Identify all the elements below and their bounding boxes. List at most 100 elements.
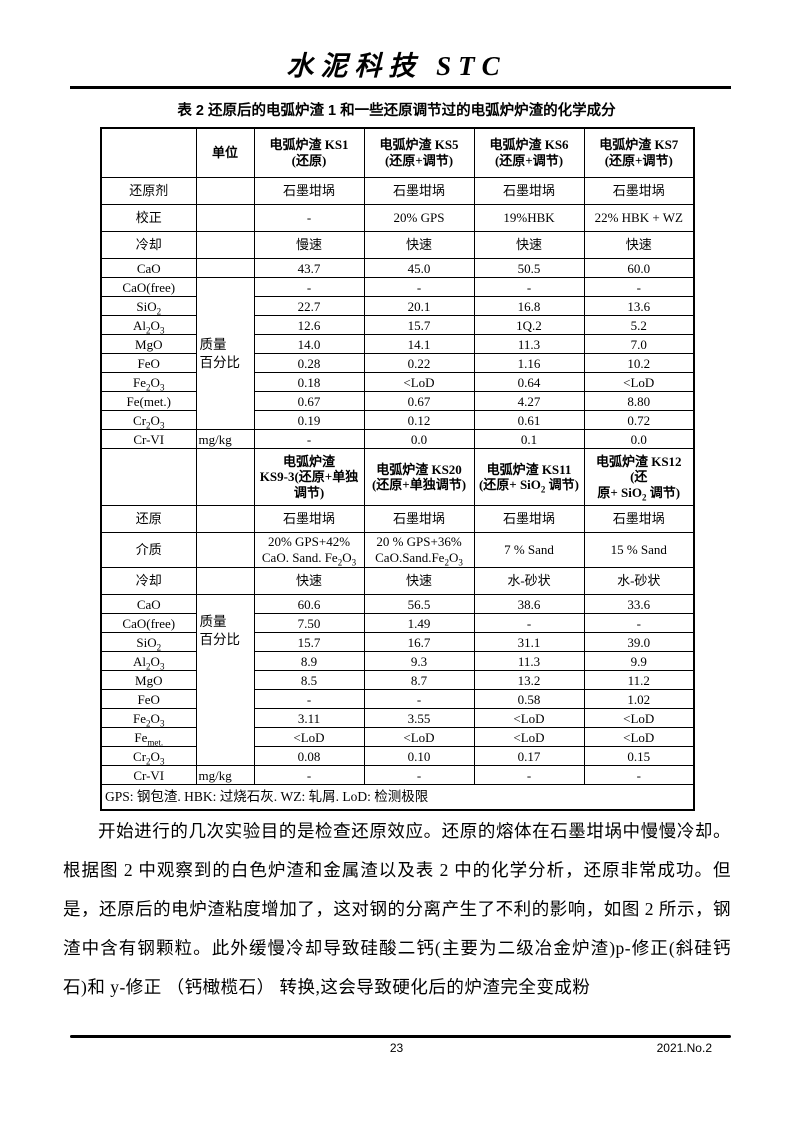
empty-header-cell <box>100 127 197 178</box>
value-cell: 0.67 <box>363 391 475 411</box>
row-label: 冷却 <box>100 231 197 259</box>
value-cell: 石墨坩埚 <box>363 177 475 205</box>
value-cell: 60.0 <box>583 258 695 278</box>
value-cell: <LoD <box>473 727 585 747</box>
row-label: Cr2O3 <box>100 410 197 430</box>
column-header: 电弧炉渣 KS9-3(还原+单独 调节) <box>253 448 365 506</box>
value-cell: 14.1 <box>363 334 475 354</box>
issue-number: 2021.No.2 <box>656 1041 712 1055</box>
row-label: SiO2 <box>100 632 197 652</box>
row-label: CaO <box>100 594 197 614</box>
value-cell: 快速 <box>253 567 365 595</box>
value-cell: 7.50 <box>253 613 365 633</box>
value-cell: 0.0 <box>363 429 475 449</box>
value-cell: 1Q.2 <box>473 315 585 335</box>
value-cell: 快速 <box>473 231 585 259</box>
empty-unit-cell <box>195 258 255 278</box>
value-cell: 0.17 <box>473 746 585 766</box>
row-label: Cr-VI <box>100 429 197 449</box>
row-label: FeO <box>100 353 197 373</box>
row-label: CaO(free) <box>100 613 197 633</box>
row-label: 校正 <box>100 204 197 232</box>
value-cell: 38.6 <box>473 594 585 614</box>
value-cell: 0.58 <box>473 689 585 709</box>
value-cell: 水-砂状 <box>473 567 585 595</box>
value-cell: <LoD <box>583 372 695 392</box>
empty-unit-cell <box>195 177 255 205</box>
column-header: 电弧炉渣 KS1 (还原) <box>253 127 365 178</box>
value-cell: 石墨坩埚 <box>253 505 365 533</box>
value-cell: 20 % GPS+36% CaO.Sand.Fe2O3 <box>363 532 475 568</box>
value-cell: 11.3 <box>473 651 585 671</box>
empty-unit-cell <box>195 532 255 568</box>
row-label: 还原 <box>100 505 197 533</box>
value-cell: 15.7 <box>253 632 365 652</box>
column-header: 电弧炉渣 KS6 (还原+调节) <box>473 127 585 178</box>
value-cell: 快速 <box>363 567 475 595</box>
empty-unit-cell <box>195 505 255 533</box>
row-label: Cr-VI <box>100 765 197 785</box>
row-label: Al2O3 <box>100 315 197 335</box>
value-cell: <LoD <box>363 727 475 747</box>
row-label: CaO <box>100 258 197 278</box>
value-cell: - <box>583 765 695 785</box>
unit-cell: mg/kg <box>195 765 255 785</box>
value-cell: 8.80 <box>583 391 695 411</box>
value-cell: - <box>583 277 695 297</box>
value-cell: 0.10 <box>363 746 475 766</box>
value-cell: 16.7 <box>363 632 475 652</box>
value-cell: 11.2 <box>583 670 695 690</box>
value-cell: <LoD <box>583 727 695 747</box>
value-cell: 石墨坩埚 <box>473 505 585 533</box>
journal-title: 水泥科技 STC <box>286 51 507 81</box>
value-cell: 13.6 <box>583 296 695 316</box>
header-rule <box>70 86 731 89</box>
value-cell: 0.1 <box>473 429 585 449</box>
value-cell: - <box>473 765 585 785</box>
value-cell: 0.22 <box>363 353 475 373</box>
column-header: 单位 <box>195 127 255 178</box>
value-cell: 0.0 <box>583 429 695 449</box>
empty-header-cell <box>100 448 197 506</box>
value-cell: 快速 <box>583 231 695 259</box>
value-cell: 10.2 <box>583 353 695 373</box>
value-cell: 14.0 <box>253 334 365 354</box>
value-cell: 60.6 <box>253 594 365 614</box>
value-cell: 12.6 <box>253 315 365 335</box>
value-cell: 9.9 <box>583 651 695 671</box>
value-cell: 19%HBK <box>473 204 585 232</box>
column-header: 电弧炉渣 KS11 (还原+ SiO2 调节) <box>473 448 585 506</box>
value-cell: 16.8 <box>473 296 585 316</box>
value-cell: 慢速 <box>253 231 365 259</box>
value-cell: 15.7 <box>363 315 475 335</box>
value-cell: - <box>253 277 365 297</box>
value-cell: 9.3 <box>363 651 475 671</box>
value-cell: - <box>253 689 365 709</box>
value-cell: 0.19 <box>253 410 365 430</box>
unit-cell: 质量 百分比 <box>195 594 255 766</box>
value-cell: 11.3 <box>473 334 585 354</box>
empty-header-cell <box>195 448 255 506</box>
value-cell: 50.5 <box>473 258 585 278</box>
value-cell: 石墨坩埚 <box>583 177 695 205</box>
value-cell: 0.64 <box>473 372 585 392</box>
value-cell: <LoD <box>253 727 365 747</box>
value-cell: 8.5 <box>253 670 365 690</box>
value-cell: 20.1 <box>363 296 475 316</box>
value-cell: 快速 <box>363 231 475 259</box>
value-cell: - <box>473 277 585 297</box>
row-label: 介质 <box>100 532 197 568</box>
value-cell: <LoD <box>583 708 695 728</box>
unit-cell: 质量 百分比 <box>195 277 255 430</box>
value-cell: 0.28 <box>253 353 365 373</box>
value-cell: 22% HBK + WZ <box>583 204 695 232</box>
value-cell: 0.12 <box>363 410 475 430</box>
value-cell: 3.55 <box>363 708 475 728</box>
value-cell: 33.6 <box>583 594 695 614</box>
unit-cell: mg/kg <box>195 429 255 449</box>
footer-rule <box>70 1035 731 1038</box>
value-cell: - <box>253 204 365 232</box>
value-cell: - <box>583 613 695 633</box>
value-cell: <LoD <box>363 372 475 392</box>
value-cell: 0.15 <box>583 746 695 766</box>
